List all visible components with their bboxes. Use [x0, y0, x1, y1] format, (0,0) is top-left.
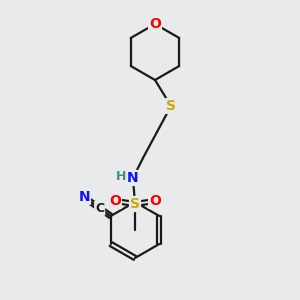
Text: H: H: [116, 169, 126, 182]
Text: O: O: [149, 17, 161, 31]
Text: C: C: [95, 202, 104, 215]
Text: S: S: [166, 99, 176, 113]
Text: O: O: [149, 194, 161, 208]
Text: N: N: [78, 190, 90, 204]
Text: N: N: [127, 171, 139, 185]
Text: S: S: [130, 197, 140, 211]
Text: O: O: [109, 194, 121, 208]
